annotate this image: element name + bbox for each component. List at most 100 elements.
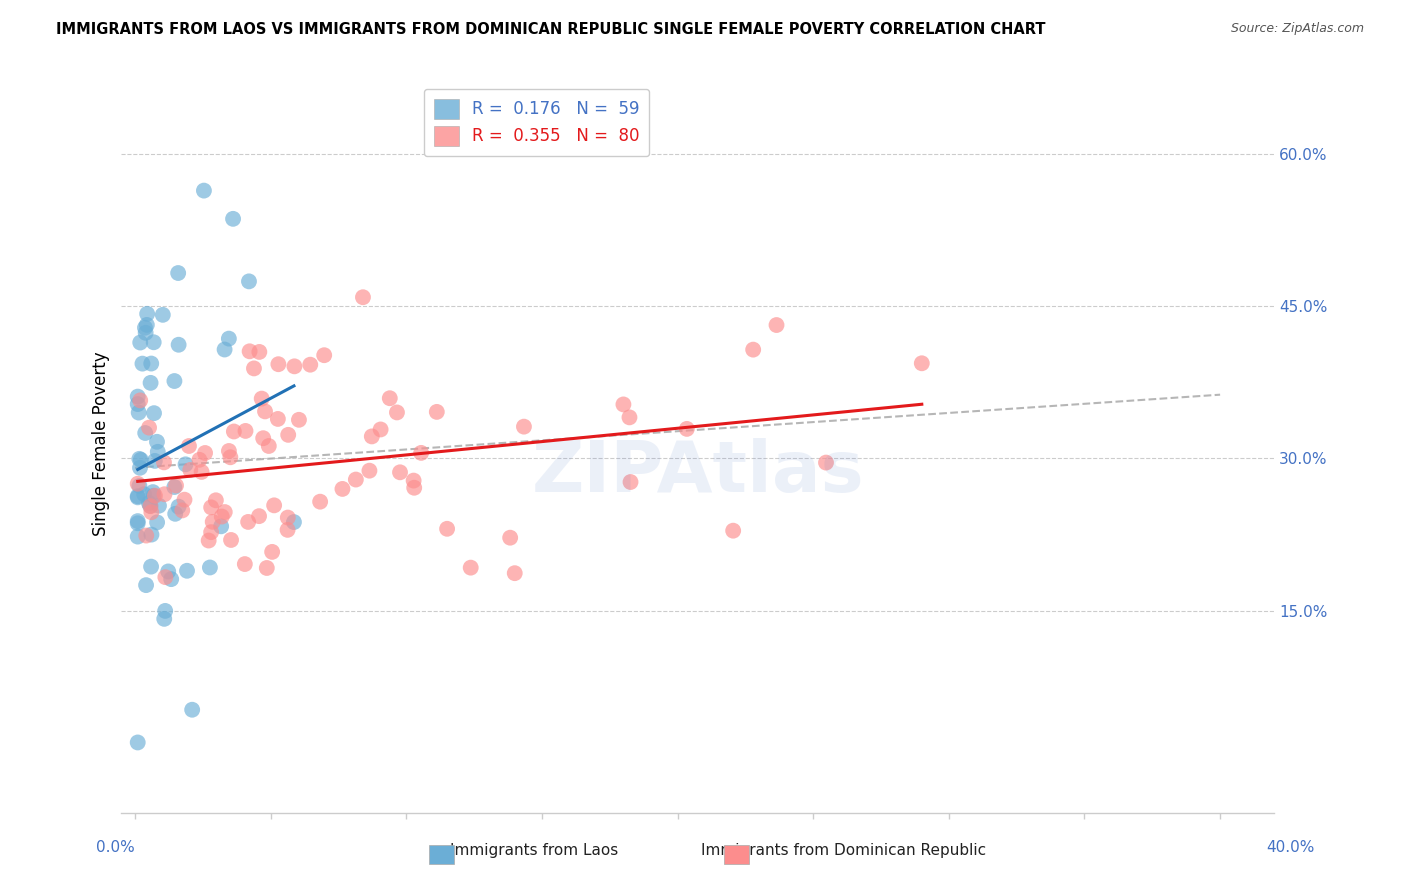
- Point: [173, 492, 195, 507]
- Point: [814, 456, 837, 470]
- Point: [142, 485, 165, 500]
- Point: [262, 545, 284, 559]
- Point: [141, 527, 163, 541]
- Y-axis label: Single Female Poverty: Single Female Poverty: [93, 351, 110, 535]
- Point: [167, 337, 190, 351]
- Point: [135, 326, 157, 340]
- Point: [239, 344, 262, 359]
- Point: [128, 451, 150, 466]
- Text: 0.0%: 0.0%: [96, 839, 135, 855]
- Point: [135, 578, 157, 592]
- Point: [426, 405, 449, 419]
- Point: [513, 419, 536, 434]
- Point: [134, 320, 156, 334]
- Point: [127, 390, 149, 404]
- Point: [277, 523, 299, 537]
- Point: [181, 703, 204, 717]
- Point: [205, 493, 228, 508]
- Point: [172, 503, 194, 517]
- Point: [360, 429, 382, 443]
- Point: [148, 499, 170, 513]
- Point: [742, 343, 765, 357]
- Text: Source: ZipAtlas.com: Source: ZipAtlas.com: [1230, 22, 1364, 36]
- Text: ZIPAtlas: ZIPAtlas: [531, 438, 865, 508]
- Point: [404, 481, 426, 495]
- Point: [235, 424, 257, 438]
- Point: [127, 489, 149, 503]
- Point: [139, 499, 162, 513]
- Point: [155, 570, 177, 584]
- Point: [218, 332, 240, 346]
- Legend: R =  0.176   N =  59, R =  0.355   N =  80: R = 0.176 N = 59, R = 0.355 N = 80: [423, 88, 650, 156]
- Point: [243, 361, 266, 376]
- Point: [503, 566, 526, 581]
- Point: [247, 509, 270, 524]
- Point: [765, 318, 787, 332]
- Point: [612, 397, 634, 411]
- Point: [247, 345, 270, 359]
- Point: [619, 410, 641, 425]
- Point: [163, 374, 186, 388]
- Point: [139, 376, 162, 390]
- Point: [499, 531, 522, 545]
- Point: [197, 533, 219, 548]
- Point: [288, 413, 311, 427]
- Point: [359, 464, 381, 478]
- Point: [177, 439, 200, 453]
- Point: [134, 425, 156, 440]
- Point: [676, 422, 699, 436]
- Point: [127, 516, 149, 531]
- Point: [218, 444, 240, 458]
- Point: [314, 348, 336, 362]
- Point: [211, 509, 233, 524]
- Point: [146, 434, 169, 449]
- Point: [352, 290, 374, 304]
- Point: [139, 499, 162, 513]
- Point: [214, 505, 236, 519]
- Point: [344, 473, 367, 487]
- Point: [129, 335, 152, 350]
- Point: [153, 455, 176, 469]
- Point: [209, 519, 232, 533]
- Point: [153, 604, 176, 618]
- Point: [236, 515, 259, 529]
- Point: [174, 458, 197, 472]
- Point: [129, 453, 152, 467]
- Point: [127, 491, 149, 505]
- Text: Immigrants from Dominican Republic: Immigrants from Dominican Republic: [702, 843, 986, 858]
- Point: [143, 406, 166, 420]
- Point: [142, 489, 165, 503]
- Point: [263, 499, 285, 513]
- Point: [402, 474, 425, 488]
- Point: [222, 425, 245, 439]
- Point: [165, 507, 187, 521]
- Point: [411, 446, 433, 460]
- Point: [219, 450, 242, 465]
- Point: [138, 420, 160, 434]
- Point: [134, 487, 156, 501]
- Point: [299, 358, 322, 372]
- Point: [153, 612, 176, 626]
- Point: [129, 393, 152, 408]
- Point: [135, 528, 157, 542]
- Point: [136, 307, 159, 321]
- Point: [128, 479, 150, 493]
- Point: [129, 460, 152, 475]
- Text: 40.0%: 40.0%: [1267, 839, 1315, 855]
- Point: [267, 357, 290, 371]
- Point: [127, 735, 149, 749]
- Point: [152, 308, 174, 322]
- Point: [127, 476, 149, 491]
- Text: Immigrants from Laos: Immigrants from Laos: [450, 843, 619, 858]
- Point: [193, 184, 215, 198]
- Text: IMMIGRANTS FROM LAOS VS IMMIGRANTS FROM DOMINICAN REPUBLIC SINGLE FEMALE POVERTY: IMMIGRANTS FROM LAOS VS IMMIGRANTS FROM …: [56, 22, 1046, 37]
- Point: [157, 565, 180, 579]
- Point: [142, 335, 165, 350]
- Point: [222, 211, 245, 226]
- Point: [436, 522, 458, 536]
- Point: [283, 515, 305, 529]
- Point: [233, 557, 256, 571]
- Point: [190, 465, 212, 479]
- Point: [460, 560, 482, 574]
- Point: [165, 478, 187, 492]
